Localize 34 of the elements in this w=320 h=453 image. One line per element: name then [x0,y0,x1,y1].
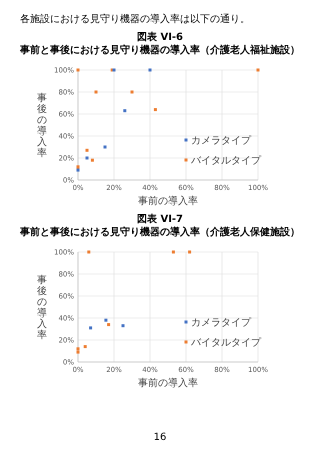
point [123,109,126,112]
point [130,90,134,94]
chart-title: 図表 VI-7 事前と事後における見守り機器の導入率（介護老人保健施設） [19,213,300,238]
point [104,318,108,322]
point [76,350,80,354]
x-axis-title: 事前の導入率 [138,377,198,389]
point [86,156,88,160]
point [107,323,110,326]
point [104,146,106,148]
text: 16 [154,432,166,443]
point [148,68,152,72]
point [84,345,87,348]
text: 各施設における見守り機器の導入率は以下の通り。 [20,13,250,25]
point [76,347,80,350]
point [172,250,175,254]
legend-label: バイタルタイプ [190,154,262,166]
point [90,158,94,162]
point [188,250,192,254]
point [154,108,157,112]
point [256,68,260,72]
point [76,168,80,172]
point [122,324,124,328]
y-axis-title: 事後の導入率 [37,274,47,341]
point [76,68,80,72]
legend-label: カメラタイプ [191,134,252,146]
y-axis-title: 事後の導入率 [37,92,47,159]
point [86,148,88,152]
chart-title: 図表 VI-6 事前と事後における見守り機器の導入率（介護老人福祉施設） [19,31,300,56]
point [94,90,98,94]
x-axis-title: 事前の導入率 [138,195,198,207]
point [89,326,92,330]
point [87,250,90,254]
legend-label: カメラタイプ [191,316,252,328]
legend-label: バイタルタイプ [190,336,262,348]
